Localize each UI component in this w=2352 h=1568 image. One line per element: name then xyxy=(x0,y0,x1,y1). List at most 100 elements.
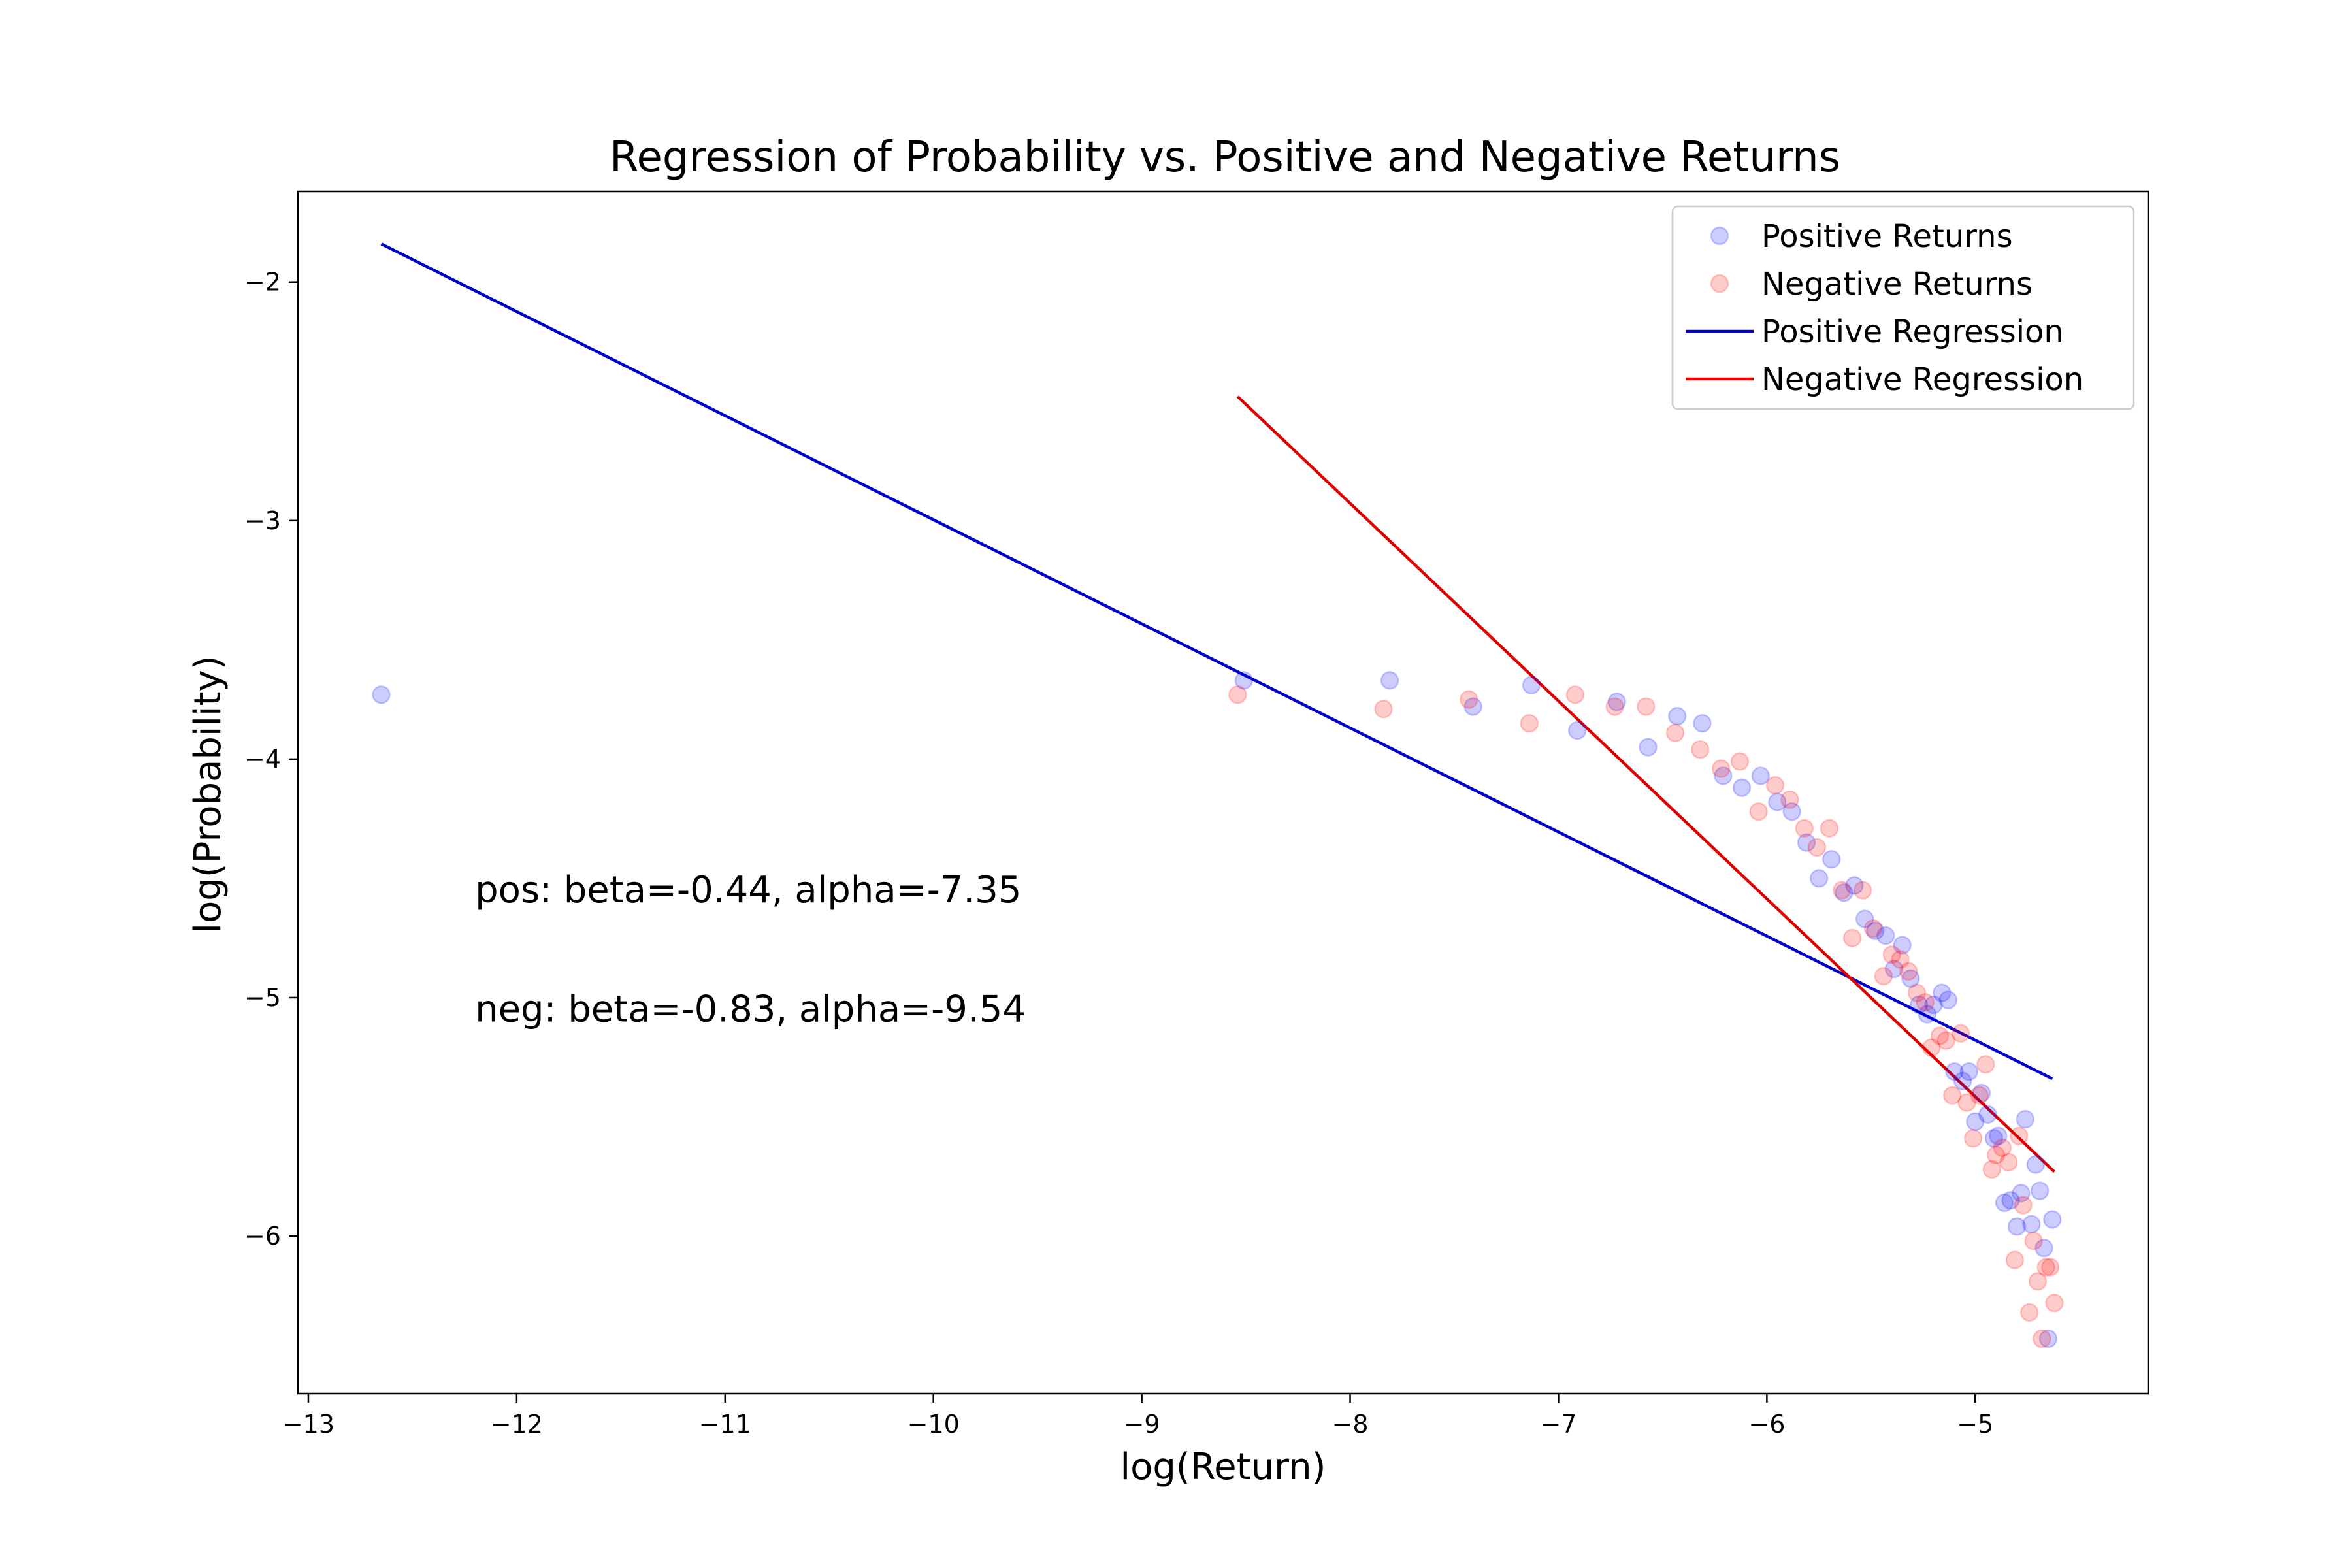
data-point xyxy=(2005,1250,2025,1269)
data-point xyxy=(1463,697,1482,716)
data-point xyxy=(1234,671,1254,690)
data-point xyxy=(1951,1024,1970,1043)
data-point xyxy=(1953,1071,1972,1090)
x-tick-label: −6 xyxy=(1748,1410,1785,1439)
data-point xyxy=(2034,1239,2053,1258)
data-point xyxy=(1863,919,1883,938)
data-point xyxy=(1963,1129,1983,1148)
data-point xyxy=(1936,1031,1955,1050)
series-negative-returns xyxy=(1228,685,2064,1348)
annotation-layer: pos: beta=-0.44, alpha=-7.35 neg: beta=-0… xyxy=(475,869,1026,1031)
data-point xyxy=(1976,1054,1995,1074)
data-point xyxy=(1730,752,1750,771)
data-point xyxy=(1907,983,1927,1002)
data-point xyxy=(2001,1191,2020,1210)
data-point xyxy=(1821,849,1841,869)
data-point xyxy=(2033,1329,2051,1348)
data-point xyxy=(1972,1083,1991,1103)
data-point xyxy=(1959,1062,1978,1081)
data-point xyxy=(1966,1112,1985,1132)
data-point xyxy=(1876,926,1895,945)
legend: Positive Returns Negative Returns Positive… xyxy=(1671,205,2135,410)
data-point xyxy=(1639,738,1658,757)
data-point xyxy=(1957,1093,1976,1112)
x-tick-label: −7 xyxy=(1540,1410,1576,1439)
annotation-text: pos: beta=-0.44, alpha=-7.35 xyxy=(475,869,1021,911)
data-point xyxy=(1845,876,1864,895)
data-point xyxy=(1691,740,1710,759)
y-tick-label: −6 xyxy=(244,1222,281,1250)
data-point xyxy=(1918,1005,1937,1024)
data-point xyxy=(1565,685,1585,704)
data-point xyxy=(2028,1272,2048,1291)
data-point xyxy=(1891,950,1910,969)
x-tick-label: −11 xyxy=(699,1410,751,1439)
legend-label: Positive Regression xyxy=(1761,314,2064,350)
data-point xyxy=(1749,802,1768,821)
data-point xyxy=(1978,1105,1997,1124)
data-point xyxy=(1986,1145,2006,1165)
data-point xyxy=(2036,1258,2055,1277)
x-tick-label: −12 xyxy=(491,1410,543,1439)
x-tick-label: −9 xyxy=(1124,1410,1160,1439)
data-point xyxy=(1909,995,1929,1015)
data-point xyxy=(1884,959,1904,979)
data-point xyxy=(1930,1026,1950,1045)
data-point xyxy=(1989,1126,2008,1145)
data-point xyxy=(1820,819,1839,838)
data-point xyxy=(2030,1181,2050,1200)
data-point xyxy=(2026,1155,2046,1174)
y-tick-label: −4 xyxy=(244,745,281,774)
x-tick-label: −13 xyxy=(282,1410,335,1439)
data-point xyxy=(1605,697,1624,716)
data-point xyxy=(1901,969,1920,988)
data-point xyxy=(1853,881,1872,900)
data-point xyxy=(1711,759,1731,778)
data-point xyxy=(1380,671,1399,690)
series-layer xyxy=(372,242,2064,1348)
legend-label: Negative Regression xyxy=(1761,361,2083,398)
data-point xyxy=(1751,766,1771,785)
annotation-text: neg: beta=-0.83, alpha=-9.54 xyxy=(475,988,1026,1030)
data-point xyxy=(1637,697,1656,716)
data-point xyxy=(2024,1232,2043,1250)
data-point xyxy=(1809,869,1829,888)
data-point xyxy=(1933,983,1952,1002)
data-point xyxy=(2016,1109,2035,1129)
y-tick-label: −2 xyxy=(244,268,281,297)
y-tick-label: −5 xyxy=(244,983,281,1012)
data-point xyxy=(2040,1258,2060,1277)
data-point xyxy=(1970,1086,1989,1105)
data-point xyxy=(1768,792,1787,811)
data-point xyxy=(1942,1086,1962,1105)
data-point xyxy=(1865,921,1885,940)
data-point xyxy=(1984,1129,2004,1148)
data-point xyxy=(2022,1215,2041,1234)
data-point xyxy=(1607,693,1627,711)
data-point xyxy=(1995,1193,2014,1213)
regression-line xyxy=(380,242,2053,1081)
data-point xyxy=(1855,909,1874,928)
data-point xyxy=(1520,713,1539,733)
regression-line xyxy=(1236,395,2056,1173)
x-tick-label: −10 xyxy=(907,1410,960,1439)
data-point xyxy=(1795,819,1814,838)
x-axis-label: log(Return) xyxy=(1120,1446,1326,1488)
ticks-layer: −13 −12 −11 −10 −9 −8 −7 −6 −5 −6 −5 −4 −3 −2 xyxy=(244,268,1993,1439)
data-point xyxy=(1228,685,1247,704)
y-axis-label: log(Probability) xyxy=(187,655,229,933)
data-point xyxy=(1797,833,1816,852)
legend-marker xyxy=(1710,274,1729,293)
series-positive-regression xyxy=(380,242,2053,1081)
data-point xyxy=(1893,936,1912,955)
data-point xyxy=(1693,713,1712,733)
data-point xyxy=(2007,1217,2027,1236)
data-point xyxy=(1832,881,1852,900)
legend-marker xyxy=(1710,226,1729,246)
data-point xyxy=(1874,966,1893,986)
data-point xyxy=(2019,1303,2039,1322)
legend-label: Negative Returns xyxy=(1761,266,2033,302)
data-point xyxy=(1993,1138,2012,1158)
data-point xyxy=(2038,1329,2058,1348)
data-point xyxy=(1665,723,1685,742)
